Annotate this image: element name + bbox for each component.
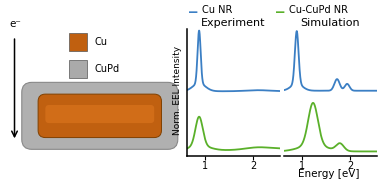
Text: e⁻: e⁻ — [9, 19, 21, 29]
Text: —: — — [189, 5, 197, 19]
FancyBboxPatch shape — [45, 105, 154, 123]
Text: Norm. EEL Intensity: Norm. EEL Intensity — [173, 46, 182, 135]
Text: Cu NR: Cu NR — [202, 5, 232, 15]
FancyBboxPatch shape — [22, 82, 178, 149]
Text: CuPd: CuPd — [94, 64, 119, 74]
FancyBboxPatch shape — [69, 60, 87, 78]
Text: —: — — [276, 5, 284, 19]
FancyBboxPatch shape — [38, 94, 161, 138]
Title: Simulation: Simulation — [301, 18, 360, 28]
Text: Cu-CuPd NR: Cu-CuPd NR — [289, 5, 348, 15]
Text: Cu: Cu — [94, 37, 107, 47]
FancyBboxPatch shape — [69, 33, 87, 51]
Title: Experiment: Experiment — [201, 18, 266, 28]
Text: Energy [eV]: Energy [eV] — [297, 169, 359, 179]
